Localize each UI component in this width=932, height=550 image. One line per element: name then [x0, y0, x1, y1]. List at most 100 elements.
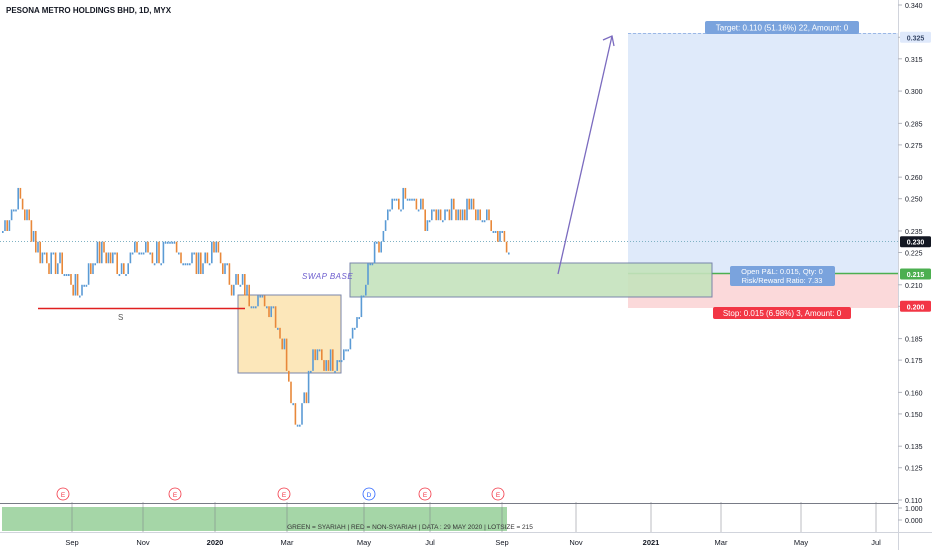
price-bar — [398, 198, 400, 210]
price-bar — [200, 252, 202, 275]
price-bar — [508, 252, 510, 255]
target-zone[interactable] — [628, 33, 898, 274]
price-bar — [505, 241, 508, 253]
price-bar — [74, 274, 77, 296]
event-marker-glyph: E — [173, 492, 178, 499]
event-marker[interactable] — [418, 487, 432, 501]
price-bar — [127, 263, 129, 275]
price-tick-label: 0.235 — [905, 229, 923, 236]
price-bar — [65, 274, 68, 277]
price-bar — [96, 241, 99, 264]
price-bar — [310, 370, 312, 373]
price-axis[interactable]: 0.340 0.325 0.315 0.300 0.285 0.275 0.260 0.250… — [898, 3, 923, 505]
price-bar — [362, 295, 365, 298]
swap-base-box[interactable] — [349, 262, 713, 298]
price-bar — [305, 392, 308, 404]
price-bar — [193, 252, 195, 255]
price-bar — [488, 209, 490, 221]
price-bar — [98, 241, 101, 264]
price-badge — [900, 31, 931, 43]
price-bar — [72, 284, 74, 296]
price-bar — [105, 252, 107, 264]
price-bar — [175, 241, 178, 253]
price-bar — [169, 241, 171, 244]
price-bar — [26, 209, 28, 221]
price-bar — [332, 349, 334, 371]
event-marker[interactable] — [362, 487, 376, 501]
price-bar — [162, 241, 165, 264]
price-bar — [151, 252, 154, 264]
price-tick-label: 0.135 — [905, 444, 923, 451]
time-axis[interactable]: Sep Nov 2020 Mar May Jul Sep Nov 2021 Mar May Jul — [65, 502, 881, 547]
price-bar — [415, 198, 418, 210]
price-bar — [4, 220, 6, 231]
price-bar — [483, 220, 486, 223]
target-label-box — [705, 21, 859, 34]
price-tick-label: 0.185 — [905, 337, 923, 344]
price-bar — [248, 284, 250, 307]
price-bar — [347, 349, 349, 352]
price-bar — [235, 274, 237, 285]
event-marker[interactable] — [56, 487, 70, 501]
price-bar — [292, 403, 294, 406]
price-bar — [17, 187, 19, 210]
price-bar — [233, 284, 235, 296]
price-bar — [367, 263, 369, 285]
price-tick-label: 0.150 — [905, 412, 923, 419]
price-bar — [257, 295, 259, 307]
price-bar — [442, 220, 444, 223]
price-bar — [314, 349, 316, 361]
event-marker[interactable] — [277, 487, 291, 501]
time-tick-label: May — [794, 538, 808, 547]
indicator-tick-label: 1.000 — [905, 506, 923, 513]
indicator-tick-label: 0.000 — [905, 518, 923, 525]
price-bar — [391, 198, 393, 210]
price-bar — [189, 263, 191, 266]
price-badge-label: 0.215 — [907, 272, 925, 279]
price-bar — [406, 198, 409, 201]
price-bar — [206, 252, 209, 264]
price-bar — [114, 252, 116, 255]
price-bar — [343, 349, 345, 361]
price-tick-label: 0.260 — [905, 175, 923, 182]
price-bar — [15, 209, 17, 212]
time-tick-label: Nov — [136, 538, 150, 547]
price-bar — [85, 284, 88, 287]
price-bar — [184, 263, 187, 266]
projection-arrow[interactable] — [557, 35, 613, 275]
time-tick-label: Mar — [281, 538, 294, 547]
price-bar — [356, 317, 358, 328]
event-marker[interactable] — [491, 487, 505, 501]
price-bar — [79, 295, 81, 298]
open-pl-label: Open P&L: 0.015, Qty: 0 — [741, 267, 823, 276]
price-bar — [8, 220, 11, 231]
price-bar — [239, 284, 242, 287]
price-bar — [354, 327, 356, 330]
price-bar — [263, 295, 266, 307]
price-bar — [428, 220, 431, 223]
price-bar — [222, 263, 224, 275]
price-bar — [171, 241, 173, 244]
time-tick-label: Jul — [871, 538, 881, 547]
price-bar — [371, 263, 374, 266]
price-bar — [470, 198, 473, 210]
price-bar — [400, 209, 402, 212]
price-bar — [424, 209, 426, 231]
time-tick-label: May — [357, 538, 371, 547]
price-bar — [358, 317, 360, 320]
price-tick-label: 0.300 — [905, 89, 923, 96]
price-bar — [123, 263, 125, 275]
price-bar — [321, 349, 323, 361]
event-marker[interactable] — [168, 487, 182, 501]
price-bar — [437, 209, 440, 221]
price-bar — [19, 187, 22, 199]
price-bar — [266, 306, 268, 309]
price-bar — [244, 274, 246, 296]
price-bar — [468, 198, 470, 210]
price-bar — [369, 263, 371, 266]
price-tick-label: 0.210 — [905, 283, 923, 290]
price-bar — [255, 306, 257, 309]
price-bar — [83, 284, 85, 287]
syariah-indicator-band[interactable] — [2, 507, 507, 531]
